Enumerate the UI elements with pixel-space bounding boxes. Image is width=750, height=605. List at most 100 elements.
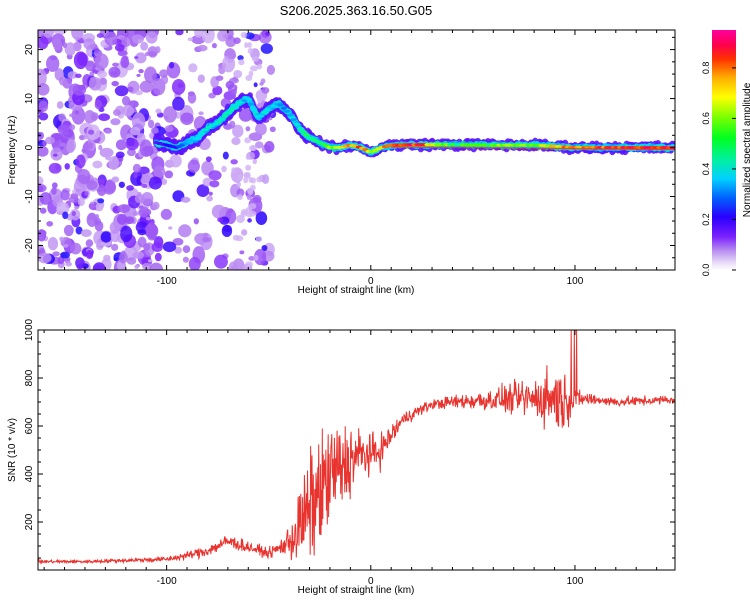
heatmap-x-tick-label: 100	[567, 276, 584, 287]
heatmap-noise-blob	[260, 43, 273, 54]
heatmap-ridge-core	[261, 111, 268, 115]
heatmap-noise-blob	[126, 257, 137, 265]
heatmap-noise-blob	[105, 179, 116, 193]
heatmap-ridge-core	[225, 111, 232, 115]
heatmap-noise-blob	[194, 30, 204, 38]
heatmap-y-ticks: -20 -10 0 10 20	[24, 36, 675, 271]
heatmap-noise-blob	[133, 172, 138, 179]
heatmap-noise-blob	[159, 69, 169, 78]
heatmap-noise-blob	[243, 171, 251, 178]
heatmap-x-tick-label: 0	[368, 276, 374, 287]
heatmap-noise-blob	[47, 237, 59, 251]
heatmap-noise-blob	[151, 242, 163, 253]
heatmap-noise-blob	[211, 42, 217, 49]
heatmap-noise-blob	[139, 139, 153, 157]
heatmap-noise-blob	[255, 236, 263, 243]
heatmap-noise-blob	[253, 254, 259, 261]
heatmap-noise-blob	[236, 181, 241, 188]
heatmap-noise-blob	[202, 236, 211, 243]
heatmap-ridge-core	[218, 117, 225, 121]
heatmap-noise-blob	[187, 92, 197, 104]
heatmap-noise-blob	[110, 118, 121, 126]
heatmap-noise-blob	[246, 194, 252, 201]
heatmap-noise-blob	[69, 124, 76, 131]
heatmap-ridge-core	[303, 133, 310, 137]
heatmap-noise-blob	[131, 34, 145, 44]
heatmap-noise-blob	[99, 147, 114, 158]
heatmap-noise-blob	[180, 112, 194, 125]
heatmap-noise-blob	[53, 153, 58, 157]
heatmap-noise-blob	[46, 55, 60, 72]
heatmap-noise-blob	[119, 251, 128, 264]
heatmap-ridge-core	[195, 134, 203, 138]
heatmap-noise-blob	[57, 124, 70, 135]
heatmap-noise-blob	[38, 112, 49, 121]
heatmap-noise-blob	[118, 181, 125, 188]
heatmap-noise-blob	[81, 148, 87, 153]
heatmap-noise-blob	[236, 214, 245, 223]
heatmap-noise-blob	[48, 162, 62, 174]
heatmap-noise-blob	[221, 224, 233, 238]
heatmap-noise-blob	[117, 50, 128, 57]
heatmap-noise-blob	[147, 51, 157, 57]
heatmap-noise-blob	[211, 204, 226, 219]
heatmap-noise-blob	[120, 225, 133, 243]
heatmap-noise-blob	[217, 217, 224, 223]
heatmap-noise-blob	[163, 106, 177, 123]
heatmap-ridge-core	[290, 118, 297, 122]
heatmap-noise-blob	[84, 191, 89, 196]
heatmap-noise-blob	[248, 70, 254, 77]
heatmap-noise-blob	[59, 236, 65, 242]
heatmap-noise-blob	[144, 66, 157, 84]
snr-y-ticks: 200 400 600 800 1000	[24, 318, 675, 571]
heatmap-noise-blob	[145, 216, 151, 221]
heatmap-noise-blob	[52, 251, 60, 257]
heatmap-noise-blob	[73, 51, 88, 70]
heatmap-noise-blob	[225, 80, 235, 90]
heatmap-noise-blob	[239, 250, 245, 255]
heatmap-noise-blob	[140, 41, 149, 51]
heatmap-noise-blob	[85, 239, 94, 248]
heatmap-noise-blob	[85, 249, 94, 259]
heatmap-noise-blob	[114, 44, 125, 52]
heatmap-noise-blob	[145, 222, 158, 239]
snr-x-axis-label: Height of straight line (km)	[298, 585, 415, 596]
heatmap-noise-blob	[160, 178, 168, 185]
heatmap-noise-blob	[71, 106, 86, 125]
snr-y-tick-label: 200	[24, 513, 35, 530]
heatmap-noise-blob	[138, 69, 144, 74]
heatmap-noise-blob	[134, 52, 147, 64]
heatmap-noise-blob	[235, 235, 244, 242]
heatmap-noise-blob	[97, 70, 108, 78]
heatmap-ridge-core	[244, 97, 252, 101]
heatmap-noise-blob	[111, 243, 119, 251]
heatmap-ridge-core	[215, 120, 222, 124]
heatmap-noise-blob	[205, 156, 212, 162]
heatmap-noise-blob	[253, 248, 267, 266]
heatmap-noise-blob	[250, 184, 256, 191]
heatmap-ridge-core	[277, 103, 284, 107]
heatmap-noise-blob	[208, 92, 216, 99]
heatmap-noise-blob	[116, 214, 128, 225]
heatmap-noise-blob	[248, 256, 256, 261]
heatmap-noise-blob	[215, 75, 224, 81]
heatmap-noise-blob	[115, 139, 127, 151]
heatmap-noise-blob	[150, 127, 159, 134]
heatmap-noise-blob	[99, 77, 107, 85]
heatmap-y-tick-label: 10	[24, 93, 35, 105]
heatmap-noise-blob	[247, 42, 252, 49]
heatmap-noise-blob	[65, 261, 72, 267]
heatmap-noise-blob	[238, 59, 245, 66]
heatmap-noise-blob	[87, 49, 93, 57]
heatmap-noise-blob	[131, 112, 146, 131]
heatmap-noise-blob	[108, 156, 120, 170]
heatmap-noise-blob	[95, 202, 104, 212]
heatmap-noise-blob	[38, 131, 44, 140]
heatmap-noise-blob	[134, 90, 143, 96]
heatmap-noise-blob	[255, 122, 267, 136]
heatmap-noise-blob	[132, 210, 139, 217]
heatmap-noise-blob	[231, 167, 237, 174]
heatmap-noise-blob	[51, 182, 58, 189]
